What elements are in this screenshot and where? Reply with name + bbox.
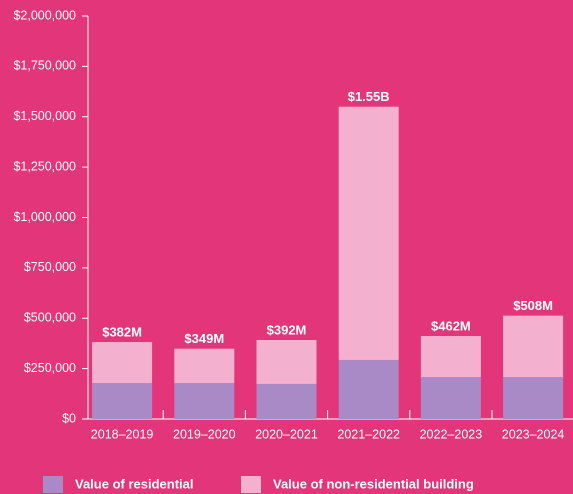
y-tick-label: $500,000 [24, 311, 76, 325]
x-tick-label: 2023–2024 [502, 427, 565, 441]
legend-label: Value of non-residential building [273, 476, 474, 491]
y-tick-label: $1,750,000 [13, 59, 76, 73]
x-tick-label: 2021–2022 [337, 427, 400, 441]
data-label: $382M [102, 324, 142, 339]
x-tick-label: 2020–2021 [255, 427, 318, 441]
bar-segment [420, 377, 481, 419]
bar-segment [338, 359, 399, 419]
bar-segment [174, 348, 235, 384]
y-tick-label: $1,250,000 [13, 159, 76, 173]
legend-label: Value of residential [75, 476, 194, 491]
bar-segment [256, 340, 317, 384]
x-tick-label: 2019–2020 [173, 427, 236, 441]
data-label: $1.55B [348, 89, 390, 104]
bar-segment [503, 377, 564, 419]
bar-segment [338, 106, 399, 360]
y-tick-label: $1,000,000 [13, 210, 76, 224]
data-label: $508M [513, 298, 553, 313]
bar-segment [174, 383, 235, 419]
data-label: $462M [431, 318, 471, 333]
legend-swatch [241, 476, 261, 493]
y-tick-label: $2,000,000 [13, 8, 76, 22]
y-tick-label: $0 [62, 411, 76, 425]
bar-segment [92, 342, 153, 384]
x-tick-label: 2018–2019 [91, 427, 154, 441]
y-tick-label: $750,000 [24, 260, 76, 274]
x-tick-label: 2022–2023 [420, 427, 483, 441]
y-tick-label: $1,500,000 [13, 109, 76, 123]
bar-segment [92, 383, 153, 419]
bar-segment [256, 383, 317, 419]
y-tick-label: $250,000 [24, 361, 76, 375]
data-label: $349M [184, 331, 224, 346]
legend-swatch [43, 476, 63, 493]
bar-segment [420, 335, 481, 378]
bar-segment [503, 315, 564, 378]
data-label: $392M [267, 322, 307, 337]
